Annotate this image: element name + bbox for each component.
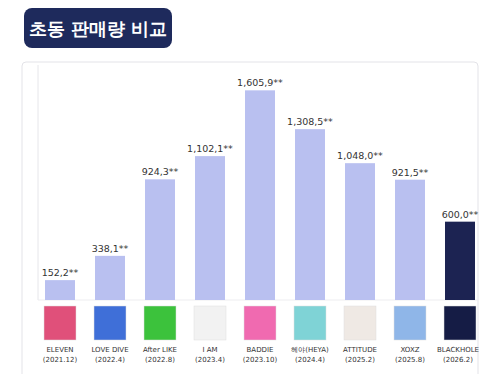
data-label: 921,5** [392,167,429,178]
bar [145,179,175,300]
category-label: 헤야(HEYA)(2024.4) [291,346,329,364]
title-box [24,8,172,48]
bar [245,90,275,300]
bar [395,180,425,300]
bar [195,156,225,300]
album-cover [394,306,426,340]
bar [295,129,325,300]
data-label: 1,102,1** [187,143,233,154]
album-cover [194,306,226,340]
data-label: 338,1** [92,243,129,254]
data-label: 152,2** [42,267,79,278]
album-cover [444,306,476,340]
album-cover [344,306,376,340]
data-label: 600,0** [442,209,479,220]
album-cover [94,306,126,340]
category-label: ATTITUDE(2025.2) [343,346,377,364]
data-label: 1,048,0** [337,150,383,161]
bar [95,256,125,300]
category-label: BLACKHOLE(2026.2) [437,346,479,364]
category-label: XOXZ(2025.8) [395,346,425,364]
y-axis-line [38,65,39,300]
category-label: ELEVEN(2021.12) [43,346,78,364]
album-cover [294,306,326,340]
bar [45,280,75,300]
data-label: 1,605,9** [237,77,283,88]
panel [22,62,478,374]
bars [45,90,475,300]
title: 초동 판매량 비교 [29,18,168,39]
category-label: BADDIE(2023.10) [243,346,278,364]
labels: 152,2** ELEVEN(2021.12) 338,1** LOVE DIVE(2… [42,77,479,364]
category-label: LOVE DIVE(2022.4) [91,346,128,364]
bar [345,163,375,300]
data-label: 1,308,5** [287,116,333,127]
data-label: 924,3** [142,166,179,177]
album-cover [244,306,276,340]
album-cover [144,306,176,340]
category-label: I AM(2023.4) [195,346,225,364]
category-label: After LIKE(2022.8) [143,346,177,364]
bar [445,222,475,300]
album-cover [44,306,76,340]
